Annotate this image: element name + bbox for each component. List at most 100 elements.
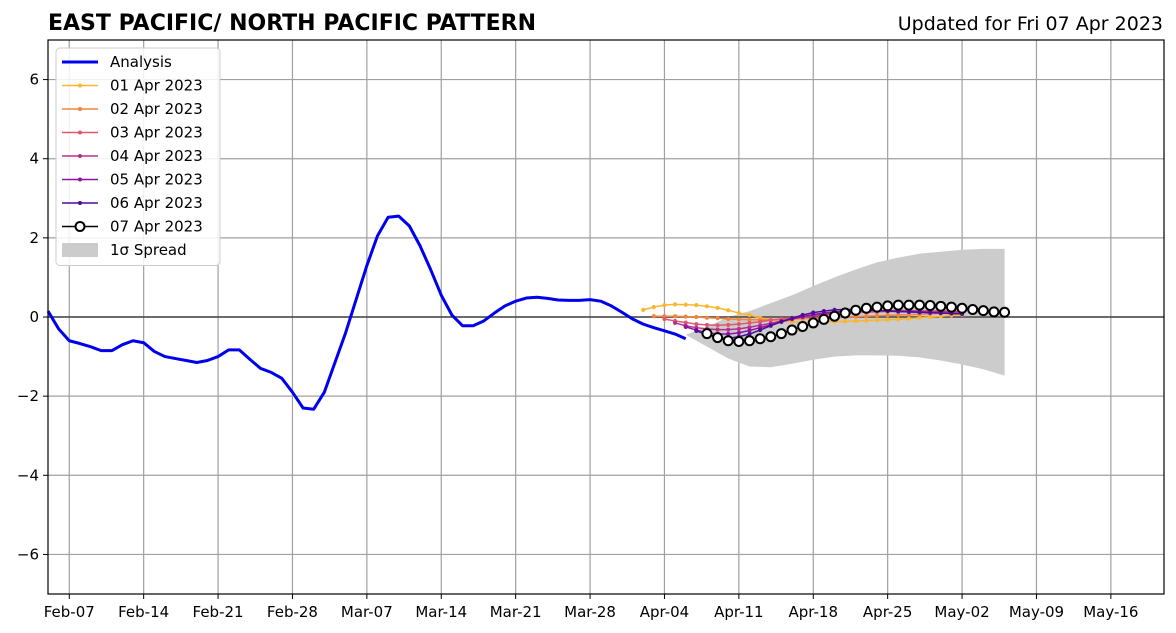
data-point (736, 317, 741, 322)
data-point (733, 336, 745, 348)
legend-box (55, 47, 221, 266)
data-point (758, 327, 763, 333)
data-point (715, 305, 720, 310)
data-point (914, 299, 926, 311)
x-tick-label: Mar-28 (564, 603, 616, 621)
y-tick-label: −6 (17, 545, 39, 563)
legend-marker (74, 221, 86, 232)
data-point (956, 302, 968, 314)
data-point (765, 331, 777, 343)
data-point (839, 307, 851, 319)
data-point (882, 300, 894, 312)
legend-label: 07 Apr 2023 (110, 218, 203, 236)
data-point (917, 315, 922, 320)
x-tick-label: Apr-18 (789, 603, 839, 621)
data-point (896, 312, 901, 318)
data-point (722, 335, 734, 347)
legend-marker (78, 83, 82, 88)
data-point (694, 322, 699, 327)
legend-label: 04 Apr 2023 (110, 147, 203, 165)
x-tick-label: Mar-14 (415, 603, 467, 621)
data-point (977, 305, 989, 317)
data-point (662, 316, 667, 322)
legend-entry: 03 Apr 2023 (62, 124, 203, 142)
legend-label: Analysis (110, 53, 172, 71)
data-point (701, 328, 713, 340)
data-point (786, 324, 798, 336)
data-point (726, 316, 731, 322)
legend-label: 01 Apr 2023 (110, 77, 203, 95)
data-point (736, 310, 741, 316)
data-point (712, 332, 724, 344)
legend-entry: 07 Apr 2023 (62, 218, 203, 236)
data-point (743, 335, 755, 347)
y-tick-label: 2 (29, 229, 39, 247)
legend-swatch (62, 243, 98, 257)
data-point (988, 306, 1000, 318)
data-point (924, 300, 936, 312)
x-tick-label: Feb-07 (44, 603, 95, 621)
data-point (864, 314, 869, 319)
data-point (928, 310, 933, 315)
forecast-series (641, 299, 1011, 348)
data-point (892, 299, 904, 311)
x-tick-label: May-02 (934, 603, 989, 621)
data-point (704, 304, 710, 309)
y-axis: −6 −4 −2 0 2 4 6 (17, 71, 48, 563)
legend-entry: 04 Apr 2023 (62, 147, 203, 165)
data-point (779, 319, 784, 324)
analysis-line (46, 214, 687, 411)
data-point (818, 313, 830, 325)
data-point (885, 313, 890, 318)
data-point (704, 322, 710, 328)
data-point (821, 308, 826, 314)
x-tick-label: Feb-21 (193, 603, 244, 621)
data-point (651, 314, 656, 319)
y-tick-label: 4 (29, 150, 39, 168)
analysis-series (46, 214, 687, 411)
data-point (651, 305, 656, 310)
legend-label: 03 Apr 2023 (110, 124, 203, 142)
x-tick-label: Apr-25 (863, 603, 913, 621)
legend-entry: 05 Apr 2023 (62, 171, 203, 189)
data-point (903, 299, 915, 311)
legend: Analysis 01 Apr 2023 02 Apr 2023 03 Apr 202… (55, 47, 221, 266)
x-axis: Feb-07 Feb-14 Feb-21 Feb-28 Mar-07 Mar-14 Mar-… (44, 594, 1138, 621)
legend-entry: 01 Apr 2023 (62, 77, 203, 95)
data-point (800, 312, 805, 318)
data-point (694, 328, 699, 333)
legend-marker (78, 107, 82, 111)
data-point (896, 317, 901, 322)
data-point (736, 330, 741, 335)
data-point (775, 328, 787, 340)
data-point (747, 312, 752, 318)
legend-marker (78, 130, 82, 135)
x-tick-label: Mar-07 (341, 603, 393, 621)
legend-entry: 06 Apr 2023 (62, 194, 203, 212)
data-point (967, 303, 979, 315)
data-point (694, 314, 699, 320)
data-point (768, 323, 773, 328)
data-point (850, 304, 862, 316)
data-point (726, 322, 731, 328)
data-point (874, 318, 880, 323)
legend-entry: Analysis (62, 53, 172, 71)
data-point (885, 317, 890, 322)
data-point (935, 300, 947, 312)
x-tick-label: Apr-04 (640, 603, 690, 621)
data-point (807, 317, 819, 329)
x-tick-label: Feb-14 (118, 603, 169, 621)
x-tick-label: May-09 (1009, 603, 1064, 621)
legend-label: 06 Apr 2023 (110, 194, 203, 212)
data-point (694, 303, 699, 308)
data-point (672, 320, 678, 326)
x-tick-label: Apr-11 (714, 603, 764, 621)
legend-entry: 02 Apr 2023 (62, 100, 203, 118)
data-point (754, 333, 766, 345)
data-point (860, 302, 872, 314)
data-point (672, 314, 678, 319)
data-point (662, 303, 667, 308)
data-point (797, 320, 809, 332)
legend-label: 02 Apr 2023 (110, 100, 203, 118)
data-point (789, 316, 795, 321)
